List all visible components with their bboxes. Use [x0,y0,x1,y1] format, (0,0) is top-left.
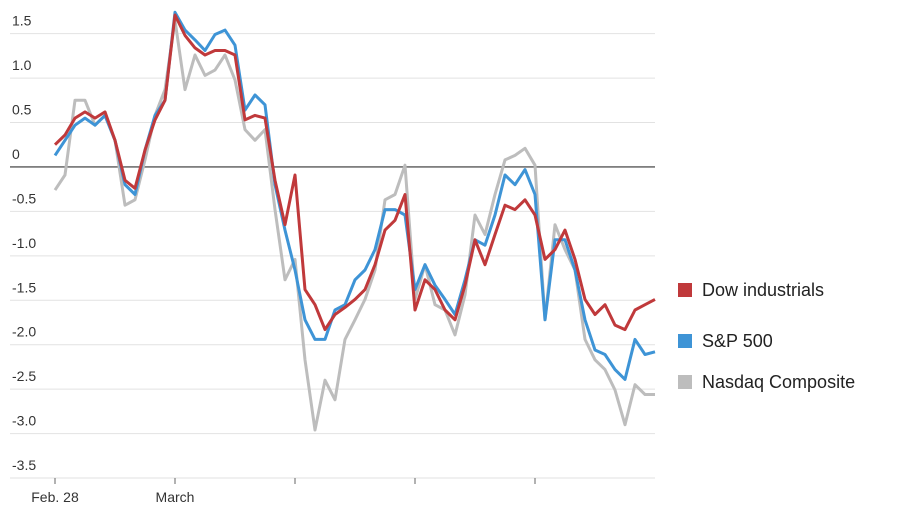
y-tick-label: -2.5 [12,368,36,384]
x-tick-label: March [156,489,195,505]
legend-text: Nasdaq Composite [702,372,855,392]
y-tick-label: 1.5 [12,13,32,29]
legend-swatch [678,334,692,348]
series-line [53,18,655,432]
y-tick-label: 1.0 [12,57,32,73]
y-tick-label: -3.0 [12,413,36,429]
y-tick-label: -1.5 [12,279,36,295]
y-tick-label: -3.5 [12,457,36,473]
legend-text: Dow industrials [702,280,824,300]
series-line [53,13,656,332]
y-tick-label: 0 [12,146,20,162]
y-tick-label: -0.5 [12,190,36,206]
legend-text: S&P 500 [702,331,773,351]
x-tick-label: Feb. 28 [31,489,79,505]
y-tick-label: -1.0 [12,235,36,251]
legend-swatch [678,283,692,297]
legend-swatch [678,375,692,389]
y-tick-label: 0.5 [12,102,32,118]
series-line [53,10,656,381]
y-tick-label: -2.0 [12,324,36,340]
